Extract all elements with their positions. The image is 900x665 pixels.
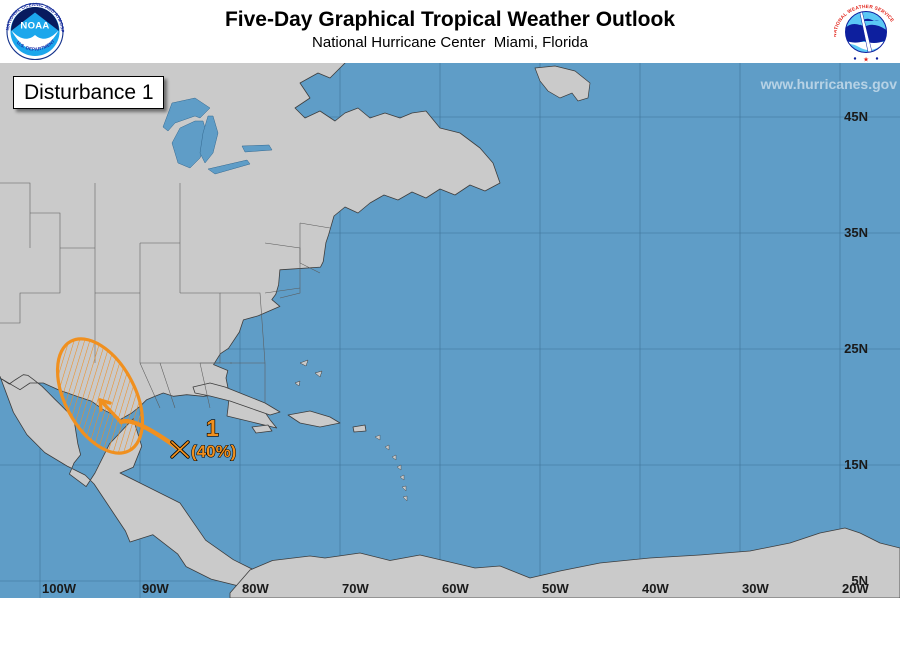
- svg-text:1: 1: [206, 415, 219, 441]
- svg-text:100W: 100W: [42, 581, 77, 596]
- svg-text:★: ★: [863, 56, 869, 64]
- svg-text:15N: 15N: [844, 457, 868, 472]
- svg-text:45N: 45N: [844, 109, 868, 124]
- svg-text:NOAA: NOAA: [20, 21, 49, 32]
- svg-text:60W: 60W: [442, 581, 469, 596]
- svg-text:50W: 50W: [542, 581, 569, 596]
- svg-text:25N: 25N: [844, 341, 868, 356]
- svg-text:80W: 80W: [242, 581, 269, 596]
- svg-text:5N: 5N: [851, 573, 868, 588]
- svg-text:70W: 70W: [342, 581, 369, 596]
- svg-text:(40%): (40%): [191, 442, 236, 461]
- svg-text:35N: 35N: [844, 225, 868, 240]
- svg-text:30W: 30W: [742, 581, 769, 596]
- svg-text:40W: 40W: [642, 581, 669, 596]
- svg-text:90W: 90W: [142, 581, 169, 596]
